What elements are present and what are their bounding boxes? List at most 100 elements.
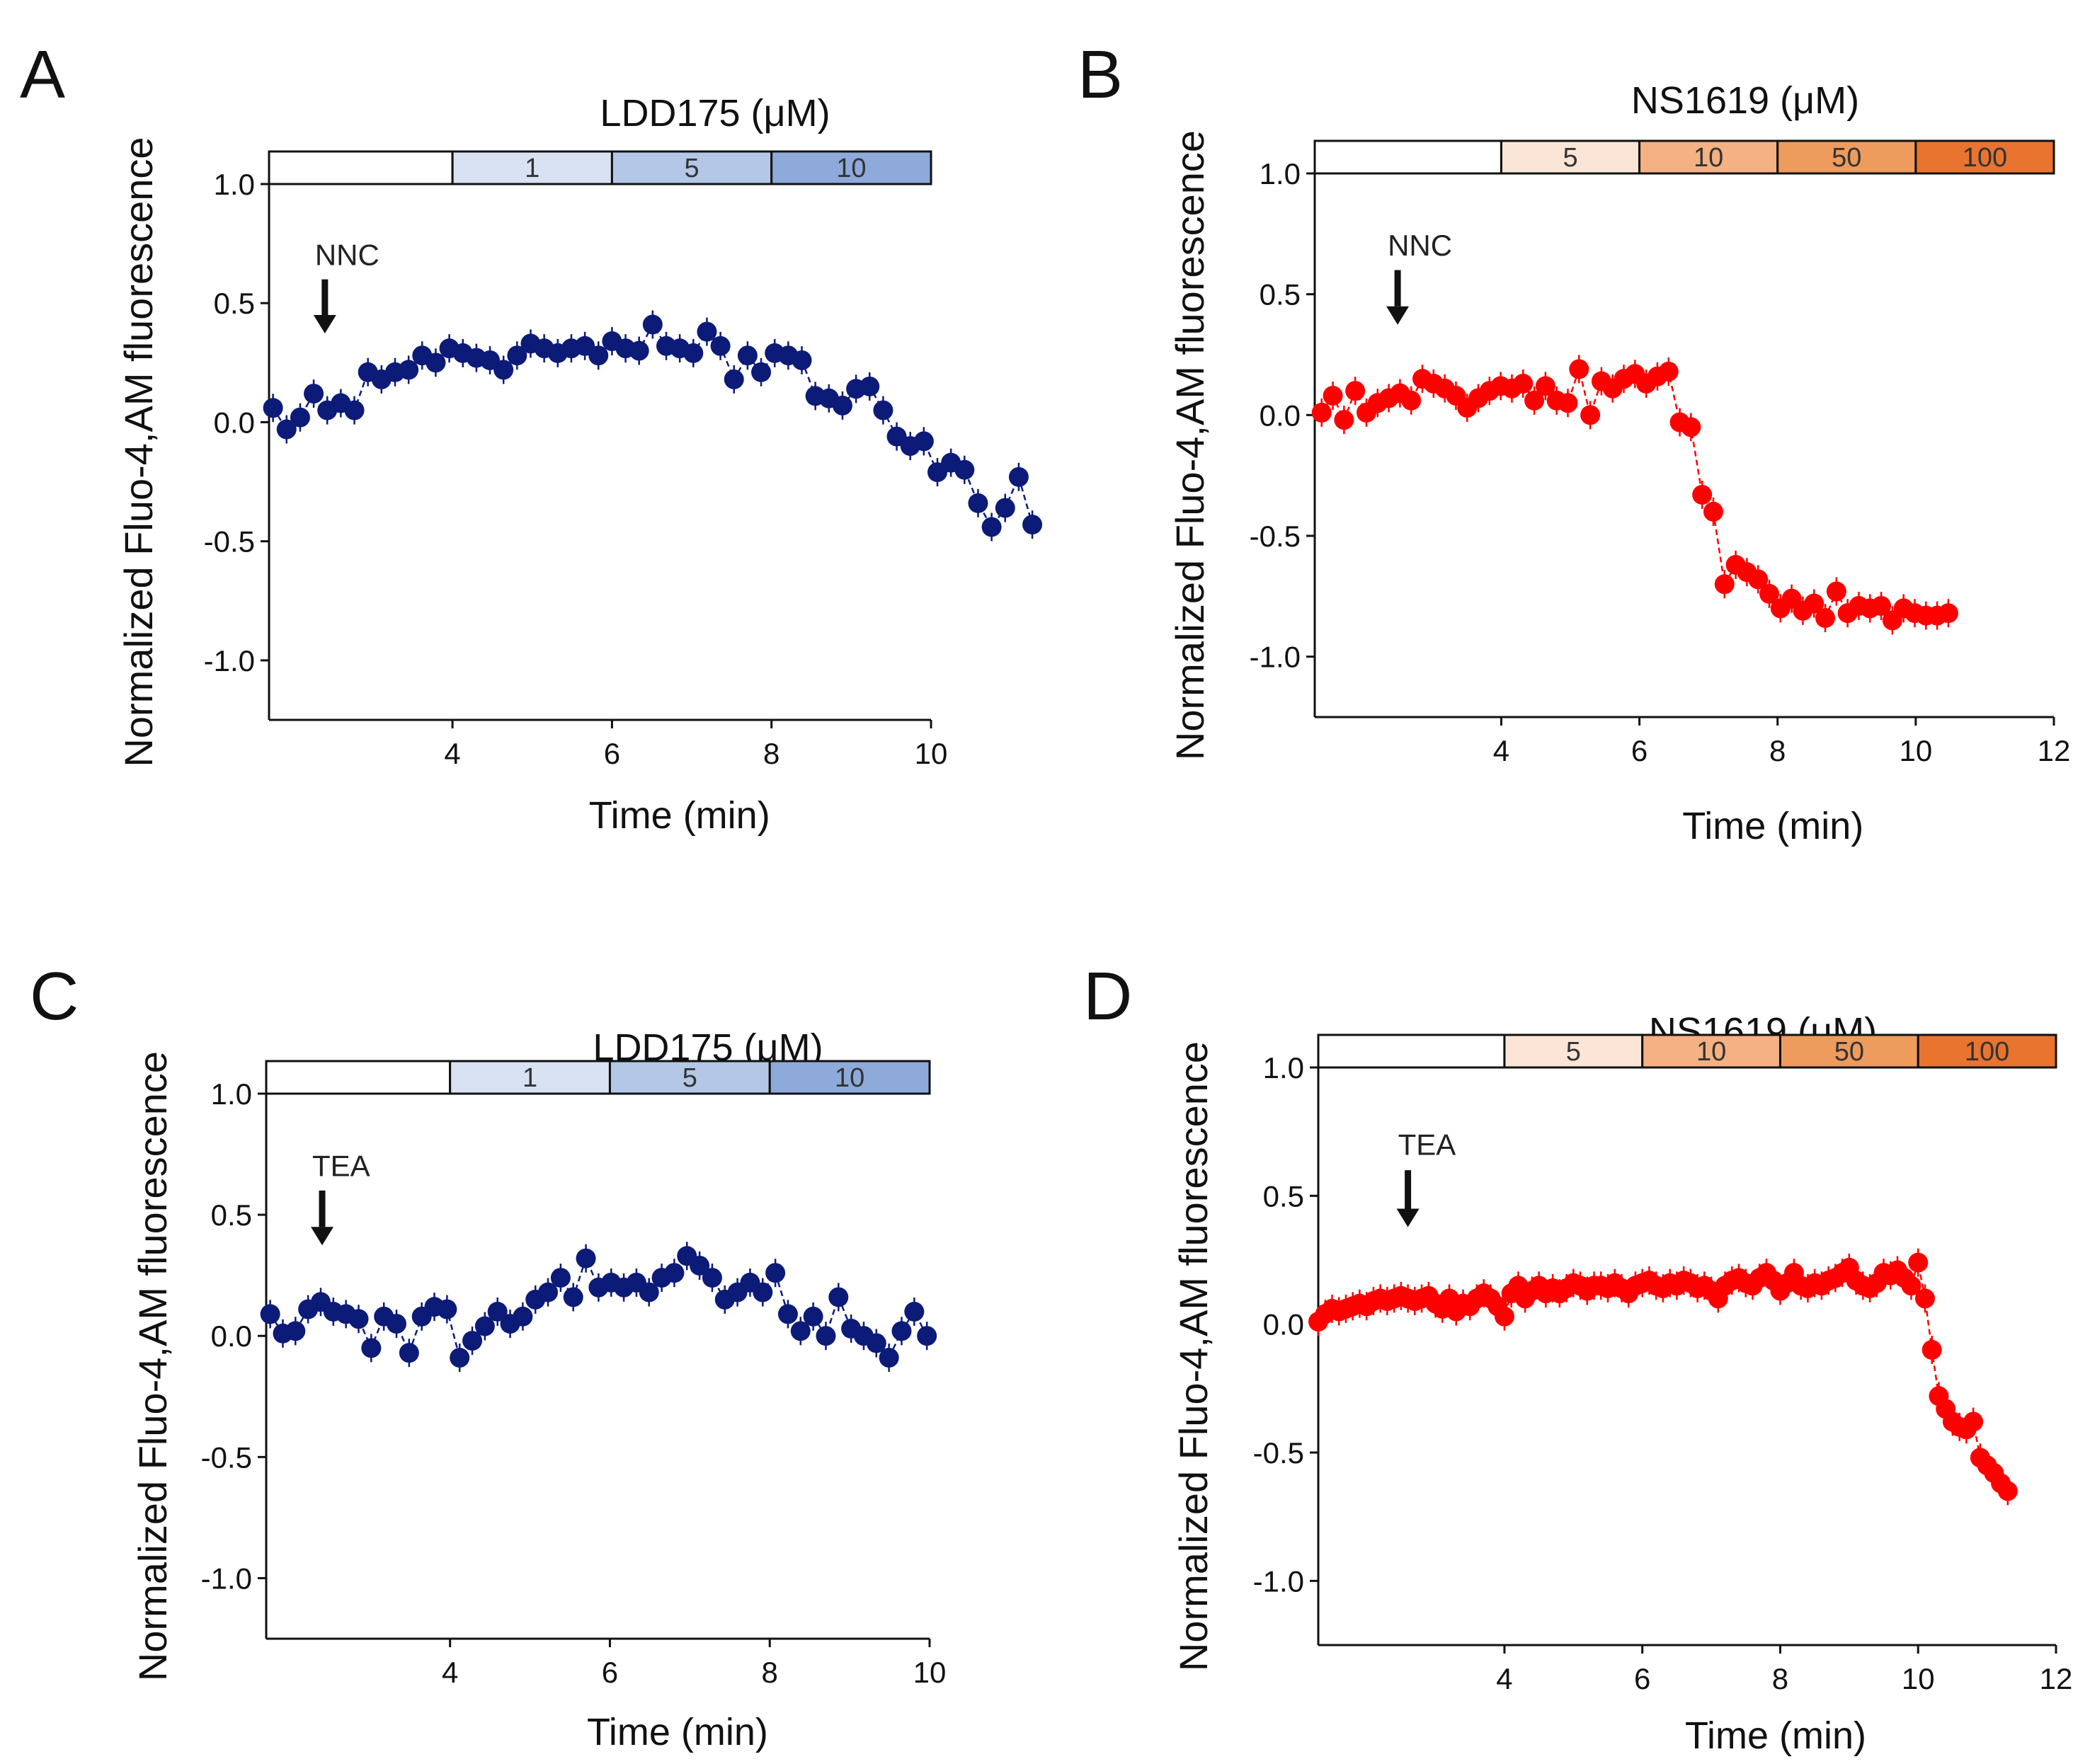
concentration-label: 10 — [835, 1063, 864, 1093]
compound-title: NS1619 (μM) — [1631, 79, 1859, 122]
y-tick-label: 0.0 — [1260, 399, 1301, 432]
panel-label: D — [1083, 958, 1132, 1034]
data-point — [1513, 373, 1534, 394]
data-point — [462, 1331, 483, 1351]
data-point — [891, 1321, 912, 1341]
x-tick-label: 12 — [2038, 734, 2071, 767]
data-point — [765, 1263, 786, 1283]
concentration-segment — [610, 150, 773, 185]
data-point — [1815, 608, 1836, 629]
x-tick-label: 4 — [1496, 1662, 1512, 1695]
x-tick-label: 10 — [1902, 1662, 1935, 1695]
data-point — [1401, 390, 1422, 411]
y-tick-label: 1.0 — [211, 1077, 252, 1111]
blocker-arrow-icon — [313, 315, 336, 334]
data-point — [629, 340, 649, 361]
concentration-segment — [1317, 1033, 1506, 1069]
data-point — [904, 1302, 925, 1322]
data-point — [361, 1338, 382, 1358]
y-axis-label: Normalized Fluo-4,AM fluorescence — [1167, 130, 1212, 760]
y-tick-label: 1.0 — [214, 168, 255, 201]
data-point — [426, 353, 446, 373]
panel-c: C 1.0 0.5 0.0 -0.5 -1.0 4 6 8 10 Normalized Fluo-4… — [30, 958, 946, 1753]
data-point — [1524, 390, 1545, 411]
data-point — [550, 1268, 571, 1288]
concentration-segment — [1917, 1033, 2057, 1069]
concentration-segment — [768, 1060, 931, 1095]
data-point — [954, 459, 975, 480]
compound-title: LDD175 (μM) — [600, 92, 830, 134]
x-tick-label: 6 — [602, 1656, 618, 1689]
series-line — [272, 322, 1034, 529]
x-axis-label: Time (min) — [1682, 805, 1863, 847]
y-tick-label: -0.5 — [201, 1441, 252, 1474]
x-tick-label: 8 — [1772, 1662, 1788, 1695]
concentration-segment — [1638, 139, 1779, 175]
data-point — [828, 1287, 849, 1307]
data-point — [344, 400, 365, 420]
x-tick-label: 10 — [1900, 734, 1933, 767]
data-point — [690, 1255, 710, 1276]
data-point — [873, 400, 893, 420]
blocker-label: TEA — [1398, 1128, 1456, 1161]
concentration-segment — [1313, 139, 1502, 175]
data-point — [753, 1282, 773, 1302]
data-point — [263, 398, 283, 418]
concentration-segment — [449, 1060, 611, 1095]
x-tick-label: 6 — [604, 737, 620, 770]
data-point — [399, 1343, 419, 1363]
data-point — [995, 498, 1015, 518]
panel-d: D 1.0 0.5 0.0 -0.5 -1.0 4 6 8 10 12 Normalized Fluo… — [1083, 958, 2072, 1757]
x-tick-label: 4 — [444, 737, 460, 770]
data-point — [803, 1306, 823, 1327]
data-point — [1345, 381, 1366, 401]
data-point — [493, 360, 514, 380]
data-point — [913, 431, 934, 452]
y-tick-label: 1.0 — [1263, 1051, 1304, 1084]
data-point — [290, 407, 310, 428]
data-point — [816, 1326, 836, 1346]
data-point — [697, 321, 717, 342]
x-axis-label: Time (min) — [1685, 1714, 1866, 1757]
data-point — [1681, 417, 1701, 437]
x-axis-label: Time (min) — [587, 1711, 768, 1753]
data-point — [285, 1321, 306, 1341]
x-tick-label: 4 — [442, 1656, 458, 1689]
panel-label: A — [20, 37, 65, 113]
y-tick-label: -1.0 — [1253, 1564, 1304, 1598]
y-tick-label: -1.0 — [204, 644, 255, 677]
x-tick-label: 8 — [762, 1656, 778, 1689]
concentration-segment — [1914, 139, 2055, 175]
data-point — [487, 1302, 508, 1322]
data-point — [1826, 581, 1846, 602]
blocker-arrow-icon — [311, 1227, 334, 1246]
y-tick-label: 0.0 — [1263, 1308, 1304, 1341]
data-point — [304, 384, 324, 404]
data-point — [576, 1248, 596, 1268]
concentration-segment — [1503, 1033, 1644, 1069]
data-point — [1901, 1276, 1921, 1296]
data-point — [1323, 386, 1343, 406]
blocker-arrow-icon — [1396, 1208, 1420, 1227]
concentration-label: 10 — [1694, 143, 1723, 173]
data-point — [276, 419, 297, 440]
data-point — [387, 1314, 407, 1334]
data-point — [474, 1316, 495, 1336]
concentration-segment — [1500, 139, 1641, 175]
y-tick-label: 0.0 — [211, 1319, 252, 1353]
data-point — [588, 345, 609, 366]
y-tick-label: -0.5 — [204, 525, 255, 559]
data-point — [968, 493, 988, 513]
data-point — [1921, 1339, 1942, 1360]
data-point — [724, 369, 744, 389]
data-point — [664, 1263, 685, 1283]
data-point — [1008, 466, 1029, 487]
panel-label: B — [1078, 37, 1123, 113]
data-point — [702, 1268, 722, 1288]
concentration-label: 5 — [1563, 143, 1577, 173]
panel-b: B 1.0 0.5 0.0 -0.5 -1.0 4 6 8 10 12 Normalized Fluo… — [1078, 37, 2070, 847]
data-point — [683, 343, 704, 363]
concentration-segment — [608, 1060, 771, 1095]
x-tick-label: 10 — [915, 737, 948, 770]
data-point — [1871, 595, 1892, 616]
